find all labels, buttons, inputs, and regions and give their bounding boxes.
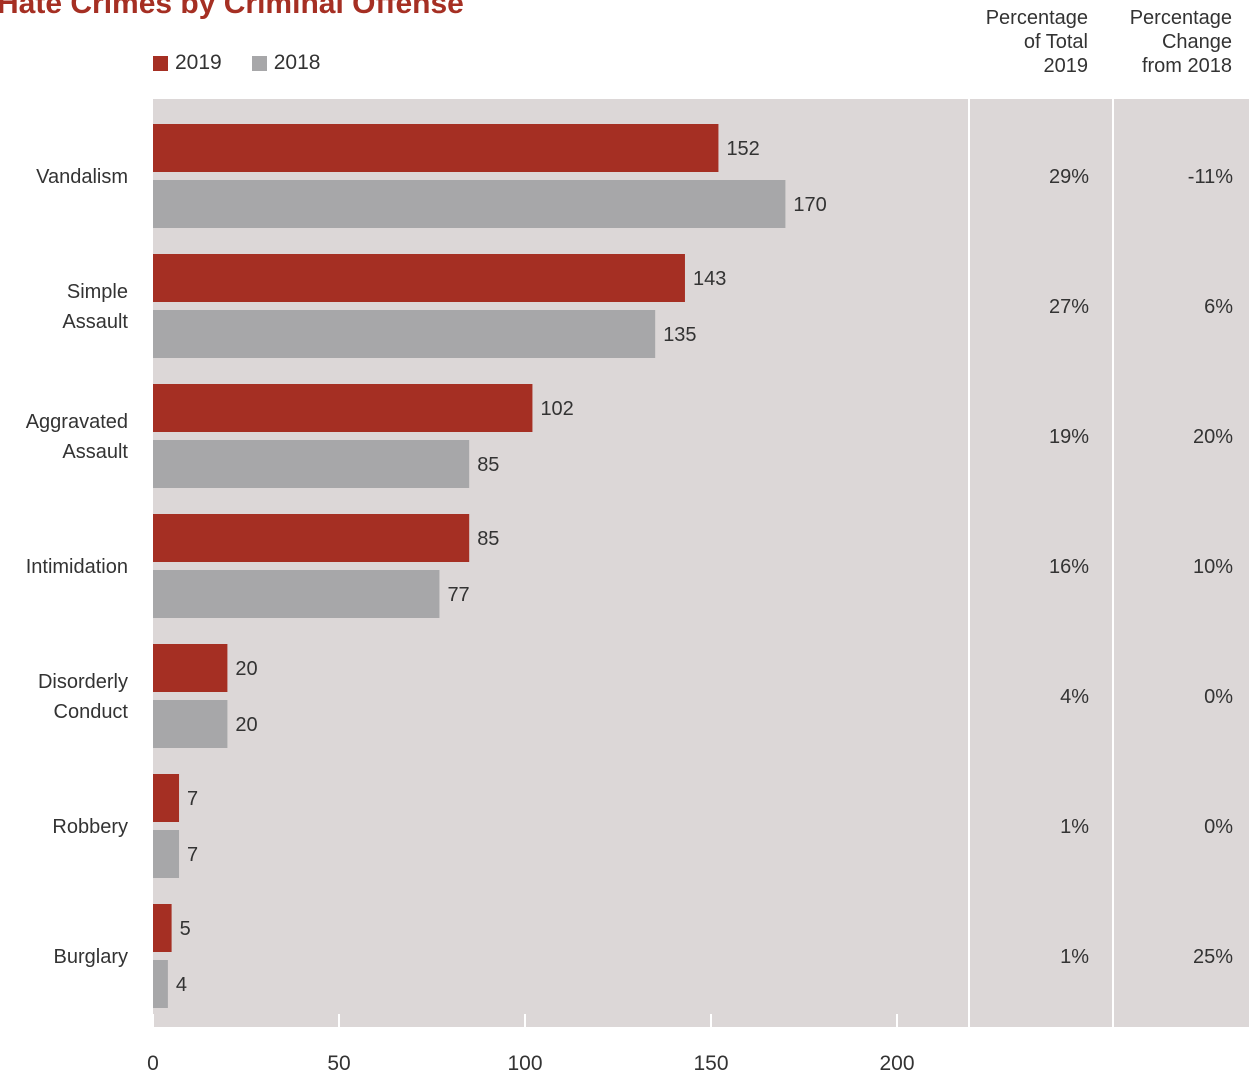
bar-2018 [153,700,228,748]
bar-value-label: 20 [235,658,257,680]
percentage-change-value: 0% [1204,686,1233,708]
bar-value-label: 152 [726,138,759,160]
legend: 2019 2018 [153,51,350,75]
percentage-of-total-value: 4% [1060,686,1089,708]
category-label-line: Conduct [54,701,129,723]
column-header-line: Percentage [1129,7,1232,29]
category-label-line: Robbery [52,816,128,838]
category-label-line: Burglary [54,946,128,968]
percentage-change-value: 6% [1204,296,1233,318]
bar-value-label: 4 [176,974,187,996]
bar-value-label: 102 [540,398,573,420]
percentage-of-total-value: 27% [1049,296,1089,318]
legend-item-2018: 2018 [251,51,321,75]
bar-2019 [153,254,685,302]
category-label: Simple Assault [62,281,128,333]
x-tick-label: 150 [693,1052,728,1075]
plot-background [153,99,1249,1027]
bar-2019 [153,774,180,822]
percentage-change-value: -11% [1188,166,1233,188]
category-label-line: Intimidation [26,556,128,578]
bar-2018 [153,180,786,228]
category-label: Burglary [54,946,128,968]
bar-2018 [153,960,168,1008]
chart-title: Hate Crimes by Criminal Offense [0,0,464,20]
bar-value-label: 143 [693,268,726,290]
category-label: Vandalism [36,166,128,188]
percentage-change-value: 25% [1193,946,1233,968]
percentage-of-total-value: 29% [1049,166,1089,188]
percentage-of-total-value: 16% [1049,556,1089,578]
bar-2019 [153,904,172,952]
bar-2018 [153,570,440,618]
category-label-line: Disorderly [38,671,128,693]
percentage-of-total-value: 1% [1060,816,1089,838]
category-label-line: Aggravated [26,411,128,433]
bar-value-label: 85 [477,454,499,476]
bar-2018 [153,310,656,358]
percentage-change-value: 10% [1193,556,1233,578]
category-label-line: Simple [67,281,128,303]
x-tick-label: 50 [327,1052,350,1075]
bar-value-label: 7 [187,844,198,866]
column-header-percentage-change: Percentage Change from 2018 [1130,6,1232,78]
legend-swatch-2019 [153,55,168,71]
column-header-line: Percentage [985,7,1088,29]
bar-2019 [153,644,228,692]
bar-value-label: 85 [477,528,499,550]
bar-2018 [153,830,180,878]
percentage-change-value: 0% [1204,816,1233,838]
bar-value-label: 170 [793,194,826,216]
percentage-change-value: 20% [1193,426,1233,448]
category-label: Aggravated Assault [26,411,129,463]
percentage-of-total-value: 19% [1049,426,1089,448]
bar-value-label: 20 [235,714,257,736]
legend-label-2018: 2018 [273,51,321,74]
legend-swatch-2018 [251,55,267,71]
legend-item-2019: 2019 [153,51,222,75]
percentage-of-total-value: 1% [1060,946,1089,968]
category-label: Intimidation [26,556,128,578]
category-label: Disorderly Conduct [38,671,128,723]
column-header-line: of Total [1023,31,1088,53]
category-label-line: Assault [62,441,128,463]
bar-value-label: 7 [187,788,198,810]
category-label-line: Assault [62,311,128,333]
legend-label-2019: 2019 [175,51,222,74]
column-header-percentage-of-total: Percentage of Total 2019 [986,6,1088,78]
bar-value-label: 77 [447,584,469,606]
bar-2019 [153,514,470,562]
x-tick-label: 200 [879,1052,914,1075]
bar-2019 [153,124,719,172]
category-label: Robbery [52,816,128,838]
category-label-line: Vandalism [36,166,128,188]
bar-value-label: 5 [180,918,191,940]
column-header-line: 2019 [1043,55,1089,77]
bar-2019 [153,384,533,432]
x-tick-label: 0 [147,1052,159,1075]
x-tick-label: 100 [507,1052,542,1075]
bar-2018 [153,440,470,488]
bar-value-label: 135 [663,324,696,346]
column-header-line: Change [1161,31,1232,53]
column-header-line: from 2018 [1141,55,1232,77]
